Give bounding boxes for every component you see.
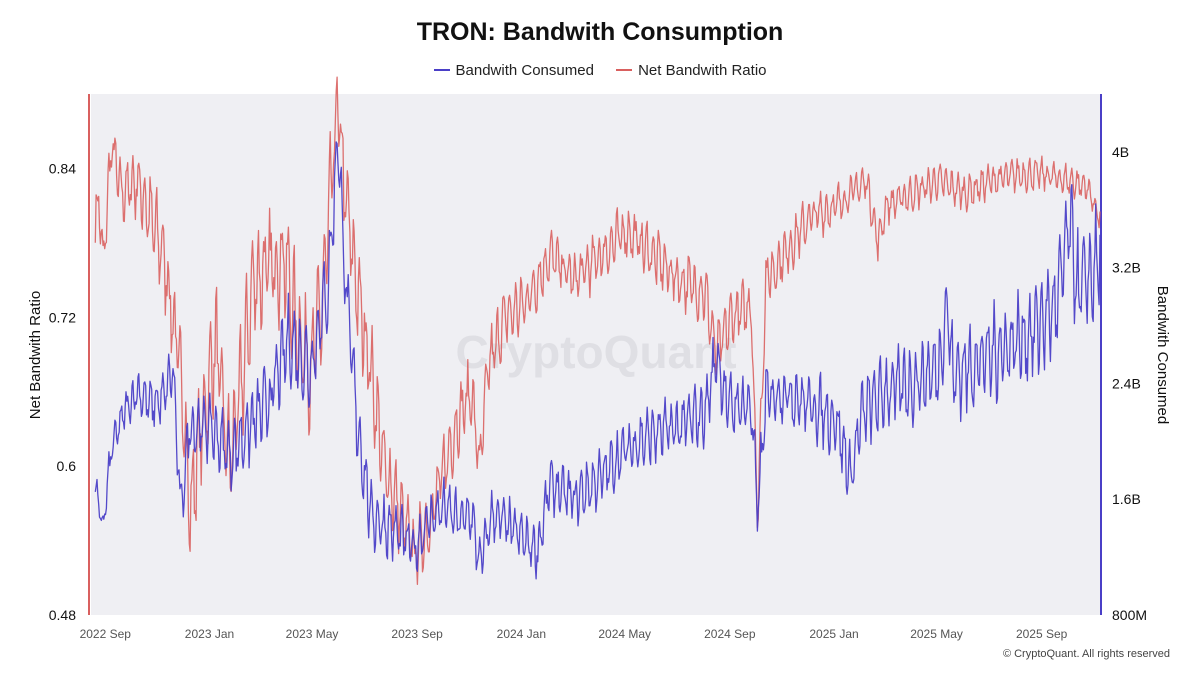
legend-swatch-bandwidth-consumed — [433, 69, 450, 71]
legend-label-bandwidth-consumed: Bandwith Consumed — [455, 61, 594, 79]
copyright-notice: © CryptoQuant. All rights reserved — [1002, 648, 1170, 660]
left-axis-tick-label: 0.84 — [49, 160, 76, 176]
right-axis-label: Bandwith Consumed — [1154, 286, 1171, 424]
x-axis-tick-label: 2025 May — [910, 627, 963, 641]
plot-area — [91, 94, 1100, 615]
x-axis-tick-label: 2024 Jan — [497, 627, 546, 641]
x-axis-tick-label: 2023 Sep — [391, 627, 443, 641]
legend-entry-bandwidth-consumed[interactable]: Bandwith Consumed — [433, 61, 594, 79]
series-line-bandwidth-consumed[interactable] — [94, 141, 1101, 580]
x-axis-tick-label: 2023 Jan — [185, 627, 234, 641]
left-axis-tick-label: 0.48 — [49, 607, 76, 623]
left-axis-tick-label: 0.6 — [57, 458, 77, 474]
x-axis-tick-label: 2024 May — [598, 627, 651, 641]
chart-title: TRON: Bandwith Consumption — [416, 18, 784, 46]
right-axis-tick-label: 3.2B — [1112, 260, 1141, 276]
legend-label-net-bandwidth-ratio: Net Bandwith Ratio — [638, 61, 767, 79]
x-axis-tick-label: 2023 May — [286, 627, 339, 641]
x-axis-tick-label: 2025 Jan — [809, 627, 858, 641]
right-axis-tick-label: 4B — [1112, 144, 1129, 160]
series-line-net-bandwidth-ratio[interactable] — [94, 76, 1101, 585]
series-layer — [94, 76, 1101, 585]
right-axis-tick-label: 1.6B — [1112, 491, 1141, 507]
x-axis-tick-label: 2022 Sep — [80, 627, 132, 641]
legend-entry-net-bandwidth-ratio[interactable]: Net Bandwith Ratio — [616, 61, 767, 79]
right-axis-tick-label: 800M — [1112, 607, 1147, 623]
right-axis-tick-label: 2.4B — [1112, 375, 1141, 391]
x-axis-tick-label: 2025 Sep — [1016, 627, 1068, 641]
tick-layer: 0.48 0.6 0.72 0.84 800M 1.6B 2.4B 3.2B 4B 2022 Se… — [49, 144, 1147, 641]
legend-swatch-net-bandwidth-ratio — [616, 69, 633, 71]
left-axis-tick-label: 0.72 — [49, 309, 76, 325]
x-axis-tick-label: 2024 Sep — [704, 627, 756, 641]
left-axis-label: Net Bandwith Ratio — [27, 291, 44, 419]
legend: Bandwith Consumed Net Bandwith Ratio — [0, 58, 1200, 79]
watermark-text: CryptoQuant — [455, 326, 736, 378]
